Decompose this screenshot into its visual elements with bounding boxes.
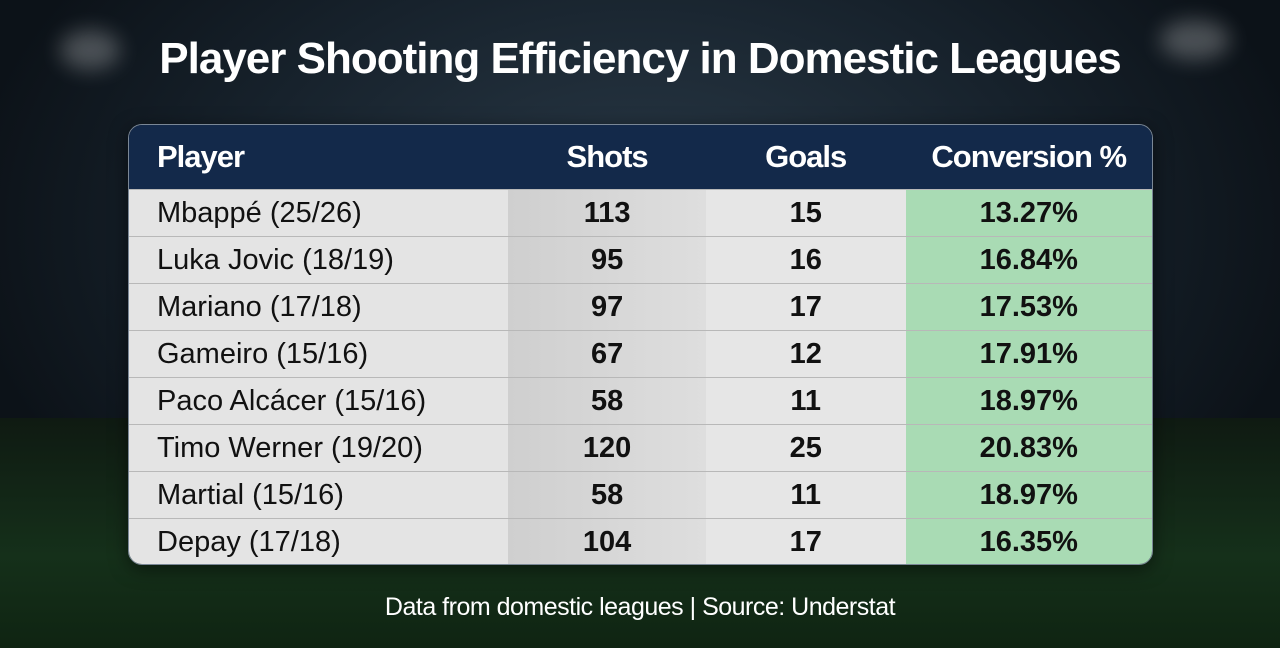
cell-goals: 16 <box>705 237 906 283</box>
stadium-light <box>60 30 120 70</box>
cell-shots: 120 <box>508 425 706 471</box>
cell-shots: 58 <box>508 472 706 518</box>
table-row: Paco Alcácer (15/16) 58 11 18.97% <box>129 377 1152 424</box>
table-row: Depay (17/18) 104 17 16.35% <box>129 518 1152 564</box>
table-row: Timo Werner (19/20) 120 25 20.83% <box>129 424 1152 471</box>
table-row: Mariano (17/18) 97 17 17.53% <box>129 283 1152 330</box>
header-goals: Goals <box>765 139 847 174</box>
header-conversion: Conversion % <box>931 139 1127 174</box>
cell-shots: 95 <box>508 237 706 283</box>
cell-goals: 25 <box>705 425 906 471</box>
stats-table: Player Shots Goals Conversion % Mbappé (… <box>128 124 1153 565</box>
page-title: Player Shooting Efficiency in Domestic L… <box>159 34 1121 83</box>
cell-player: Luka Jovic (18/19) <box>129 237 509 283</box>
cell-player: Gameiro (15/16) <box>129 331 509 377</box>
cell-conversion: 16.35% <box>905 519 1152 564</box>
cell-conversion: 17.91% <box>905 331 1152 377</box>
cell-shots: 67 <box>508 331 706 377</box>
cell-conversion: 18.97% <box>905 378 1152 424</box>
cell-goals: 15 <box>705 190 906 236</box>
cell-player: Mariano (17/18) <box>129 284 509 330</box>
cell-goals: 12 <box>705 331 906 377</box>
cell-conversion: 20.83% <box>905 425 1152 471</box>
cell-goals: 17 <box>705 284 906 330</box>
source-footer: Data from domestic leagues | Source: Und… <box>384 593 896 621</box>
cell-conversion: 18.97% <box>905 472 1152 518</box>
cell-conversion: 17.53% <box>905 284 1152 330</box>
table-row: Mbappé (25/26) 113 15 13.27% <box>129 189 1152 236</box>
cell-player: Paco Alcácer (15/16) <box>129 378 509 424</box>
cell-goals: 11 <box>705 378 906 424</box>
table-header: Player Shots Goals Conversion % <box>129 125 1152 189</box>
cell-conversion: 16.84% <box>905 237 1152 283</box>
table-row: Martial (15/16) 58 11 18.97% <box>129 471 1152 518</box>
cell-goals: 17 <box>705 519 906 564</box>
cell-goals: 11 <box>705 472 906 518</box>
cell-shots: 104 <box>508 519 706 564</box>
table-body: Mbappé (25/26) 113 15 13.27% Luka Jovic (18/… <box>129 189 1152 564</box>
cell-conversion: 13.27% <box>905 190 1152 236</box>
cell-player: Depay (17/18) <box>129 519 509 564</box>
table-row: Gameiro (15/16) 67 12 17.91% <box>129 330 1152 377</box>
cell-shots: 113 <box>508 190 706 236</box>
table-row: Luka Jovic (18/19) 95 16 16.84% <box>129 236 1152 283</box>
cell-shots: 97 <box>508 284 706 330</box>
cell-shots: 58 <box>508 378 706 424</box>
header-player: Player <box>157 139 245 174</box>
cell-player: Timo Werner (19/20) <box>129 425 509 471</box>
cell-player: Mbappé (25/26) <box>129 190 509 236</box>
stadium-light <box>1160 20 1230 60</box>
header-shots: Shots <box>566 139 649 174</box>
cell-player: Martial (15/16) <box>129 472 509 518</box>
